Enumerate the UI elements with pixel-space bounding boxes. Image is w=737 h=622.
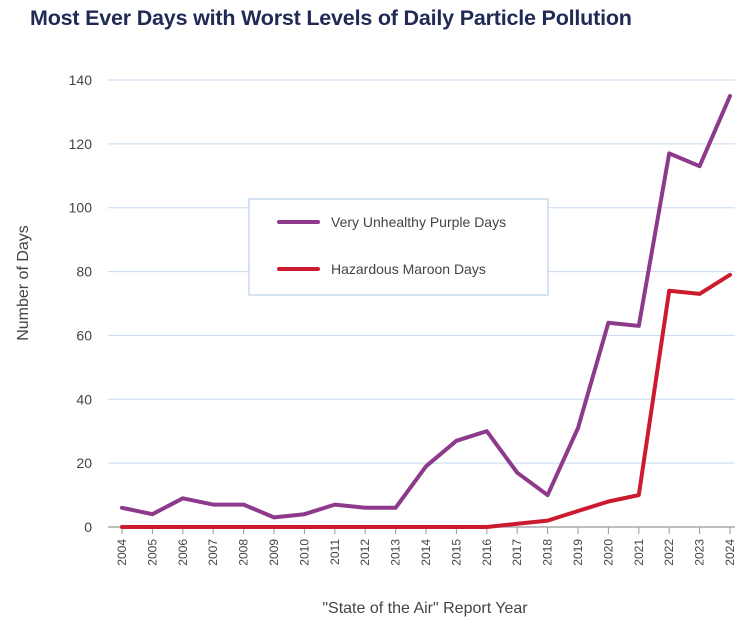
y-tick-label: 0 (84, 519, 92, 535)
x-tick-label: 2012 (358, 539, 372, 566)
x-axis-label: "State of the Air" Report Year (322, 600, 528, 617)
x-tick-label: 2008 (237, 539, 251, 566)
legend-box (248, 198, 549, 296)
y-tick-label: 60 (76, 327, 92, 343)
y-tick-label: 40 (76, 391, 92, 407)
y-tick-label: 80 (76, 264, 92, 280)
x-tick-label: 2014 (419, 539, 433, 566)
y-tick-label: 120 (69, 136, 93, 152)
x-tick-label: 2004 (115, 539, 129, 566)
x-tick-label: 2020 (601, 539, 615, 566)
x-tick-label: 2016 (480, 539, 494, 566)
x-tick-label: 2013 (389, 539, 403, 566)
x-tick-label: 2015 (449, 539, 463, 566)
y-axis-label: Number of Days (15, 225, 32, 341)
y-tick-label: 20 (76, 455, 92, 471)
x-tick-label: 2009 (267, 539, 281, 566)
legend-label: Very Unhealthy Purple Days (331, 214, 506, 230)
y-tick-label: 140 (69, 72, 93, 88)
purple-days-line (120, 94, 732, 520)
x-tick-label: 2021 (632, 539, 646, 566)
x-tick-label: 2018 (541, 539, 555, 566)
legend-label: Hazardous Maroon Days (331, 261, 486, 277)
y-tick-label: 100 (69, 200, 93, 216)
maroon-days-line (120, 272, 732, 529)
x-tick-label: 2024 (723, 539, 737, 566)
x-tick-label: 2007 (206, 539, 220, 566)
chart-title: Most Ever Days with Worst Levels of Dail… (30, 6, 632, 30)
x-tick-label: 2019 (571, 539, 585, 566)
x-tick-label: 2011 (328, 539, 342, 565)
x-tick-label: 2022 (662, 539, 676, 566)
x-tick-label: 2017 (510, 539, 524, 566)
x-tick-label: 2023 (693, 539, 707, 566)
x-tick-label: 2006 (176, 539, 190, 566)
x-tick-label: 2005 (145, 539, 159, 566)
x-tick-label: 2010 (297, 539, 311, 566)
